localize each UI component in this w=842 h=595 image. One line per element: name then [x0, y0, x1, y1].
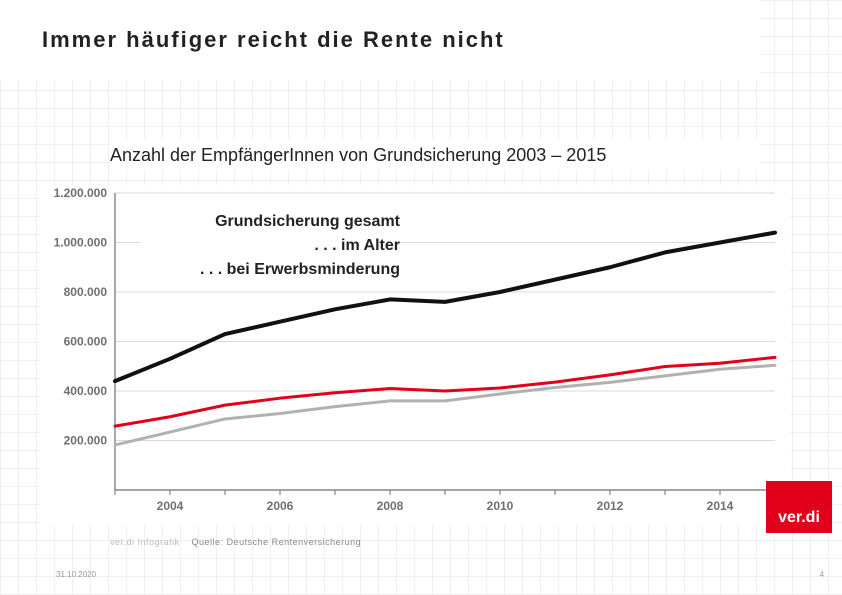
legend-item: . . . im Alter — [140, 234, 400, 258]
y-tick-label: 800.000 — [64, 285, 108, 299]
credit-brand: ver.di Infografik — [110, 537, 180, 547]
y-tick-label: 600.000 — [64, 335, 108, 349]
legend-item: . . . bei Erwerbsminderung — [140, 258, 400, 282]
footer-page-number: 4 — [820, 570, 824, 579]
credit-source: Deutsche Rentenversicherung — [227, 537, 362, 547]
x-tick-label: 2008 — [377, 499, 404, 513]
series-line — [115, 357, 775, 426]
slide-page: Immer häufiger reicht die Rente nicht An… — [0, 0, 842, 595]
legend-item: Grundsicherung gesamt — [140, 210, 400, 234]
series-line — [115, 365, 775, 445]
x-tick-label: 2006 — [267, 499, 294, 513]
y-tick-label: 400.000 — [64, 384, 108, 398]
credit-source-label: Quelle: — [192, 537, 224, 547]
y-tick-label: 200.000 — [64, 434, 108, 448]
x-tick-label: 2010 — [487, 499, 514, 513]
credit-line: ver.di Infografik Quelle: Deutsche Rente… — [110, 537, 361, 547]
x-tick-label: 2004 — [157, 499, 184, 513]
x-tick-label: 2014 — [707, 499, 734, 513]
y-tick-label: 1.200.000 — [54, 186, 108, 200]
y-tick-label: 1.000.000 — [54, 236, 108, 250]
x-tick-label: 2012 — [597, 499, 624, 513]
footer-date: 31.10.2020 — [56, 570, 96, 579]
verdi-logo: ver.di — [766, 481, 832, 533]
page-title: Immer häufiger reicht die Rente nicht — [42, 27, 505, 53]
title-band: Immer häufiger reicht die Rente nicht — [0, 0, 760, 80]
logo-text: ver.di — [778, 509, 820, 527]
legend: Grundsicherung gesamt . . . im Alter . .… — [140, 210, 400, 282]
subtitle: Anzahl der EmpfängerInnen von Grundsiche… — [110, 140, 760, 170]
subtitle-text: Anzahl der EmpfängerInnen von Grundsiche… — [110, 145, 606, 166]
